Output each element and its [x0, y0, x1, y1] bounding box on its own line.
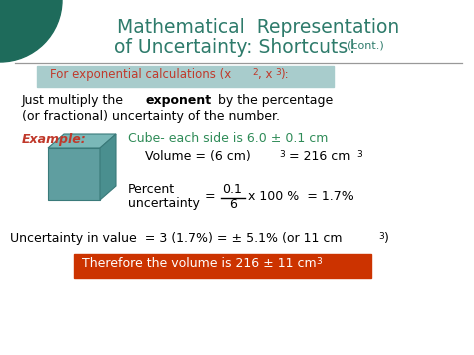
Text: 3: 3	[275, 68, 281, 77]
Text: Just multiply the: Just multiply the	[22, 94, 128, 107]
Text: Volume = (6 cm): Volume = (6 cm)	[145, 150, 251, 163]
FancyBboxPatch shape	[37, 66, 334, 87]
Text: Uncertainty in value  = 3 (1.7%) = ± 5.1% (or 11 cm: Uncertainty in value = 3 (1.7%) = ± 5.1%…	[10, 232, 343, 245]
Polygon shape	[48, 148, 100, 200]
Text: For exponential calculations (x: For exponential calculations (x	[50, 68, 231, 81]
Text: , x: , x	[258, 68, 273, 81]
Text: Mathematical  Representation: Mathematical Representation	[117, 18, 399, 37]
Text: ): )	[384, 232, 389, 245]
Text: 3: 3	[378, 232, 384, 241]
Text: 3: 3	[356, 150, 362, 159]
Text: (or fractional) uncertainty of the number.: (or fractional) uncertainty of the numbe…	[22, 110, 280, 123]
Polygon shape	[100, 134, 116, 200]
Text: of Uncertainty: Shortcuts!: of Uncertainty: Shortcuts!	[114, 38, 356, 57]
Text: =: =	[205, 190, 216, 203]
Text: (cont.): (cont.)	[347, 41, 384, 51]
Text: 6: 6	[229, 198, 237, 211]
Text: uncertainty: uncertainty	[128, 197, 200, 210]
Text: 2: 2	[252, 68, 258, 77]
Text: 0.1: 0.1	[222, 183, 242, 196]
Text: x 100 %  = 1.7%: x 100 % = 1.7%	[248, 190, 354, 203]
Text: Therefore the volume is 216 ± 11 cm: Therefore the volume is 216 ± 11 cm	[82, 257, 317, 270]
Polygon shape	[48, 134, 116, 148]
Circle shape	[0, 0, 62, 62]
Text: Cube- each side is 6.0 ± 0.1 cm: Cube- each side is 6.0 ± 0.1 cm	[128, 132, 328, 145]
Text: Percent: Percent	[128, 183, 175, 196]
Text: 3: 3	[279, 150, 285, 159]
Text: 3: 3	[316, 257, 322, 266]
Text: Example:: Example:	[22, 133, 87, 146]
Text: by the percentage: by the percentage	[214, 94, 333, 107]
FancyBboxPatch shape	[74, 254, 371, 278]
Text: = 216 cm: = 216 cm	[285, 150, 350, 163]
Text: ):: ):	[280, 68, 289, 81]
Text: exponent: exponent	[146, 94, 212, 107]
